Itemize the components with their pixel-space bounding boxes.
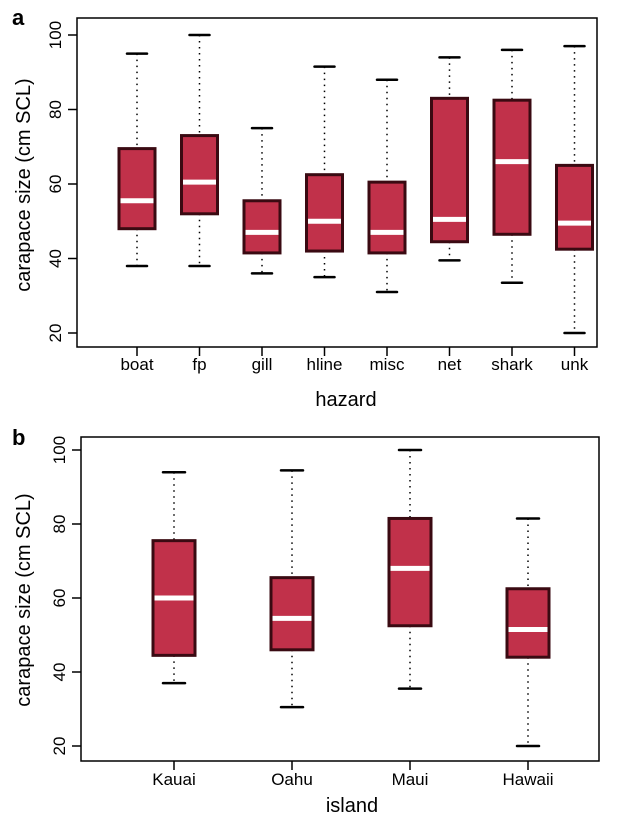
box-gill <box>242 199 282 255</box>
y-tick-label: 20 <box>50 737 69 756</box>
y-tick-label: 40 <box>46 249 65 268</box>
box-misc <box>367 180 407 255</box>
x-tick-label-maui: Maui <box>392 770 429 789</box>
y-tick-label: 20 <box>46 324 65 343</box>
plot-frame <box>76 17 598 348</box>
x-tick-label-shark: shark <box>491 355 533 374</box>
panel-label-b: b <box>12 425 25 450</box>
y-tick-label: 100 <box>46 21 65 49</box>
x-tick-label-gill: gill <box>252 355 273 374</box>
panel-a: a carapace size (cm SCL) hazard 20 40 60 80… <box>12 5 598 411</box>
y-tick-label: 60 <box>50 589 69 608</box>
x-tick-label-fp: fp <box>192 355 206 374</box>
y-tick-label: 100 <box>50 436 69 464</box>
box-unk <box>555 163 594 251</box>
x-tick-label-oahu: Oahu <box>271 770 313 789</box>
box-hline <box>305 173 344 253</box>
y-axis-label-a: carapace size (cm SCL) <box>13 78 35 291</box>
box-maui <box>387 516 433 628</box>
x-axis-label-a: hazard <box>315 389 376 411</box>
plot-frame <box>80 436 600 762</box>
box-shark <box>492 98 532 236</box>
box-boat <box>117 147 157 231</box>
x-tick-label-net: net <box>438 355 462 374</box>
x-tick-label-unk: unk <box>561 355 589 374</box>
x-tick-label-hawaii: Hawaii <box>502 770 553 789</box>
y-tick-label: 60 <box>46 175 65 194</box>
x-tick-label-boat: boat <box>120 355 153 374</box>
panel-label-a: a <box>12 5 25 30</box>
y-tick-label: 80 <box>50 515 69 534</box>
x-tick-label-kauai: Kauai <box>152 770 195 789</box>
x-tick-label-misc: misc <box>370 355 405 374</box>
box-oahu <box>269 576 315 652</box>
panel-b: b carapace size (cm SCL) island 20 40 60 80… <box>12 425 600 817</box>
x-axis-label-b: island <box>326 795 378 817</box>
y-axis-label-b: carapace size (cm SCL) <box>13 493 35 706</box>
x-tick-label-hline: hline <box>307 355 343 374</box>
y-tick-label: 40 <box>50 663 69 682</box>
box-hawaii <box>505 587 551 659</box>
y-tick-label: 80 <box>46 100 65 119</box>
box-fp <box>180 134 219 216</box>
